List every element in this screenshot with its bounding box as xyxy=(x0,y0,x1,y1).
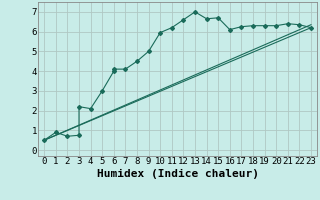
X-axis label: Humidex (Indice chaleur): Humidex (Indice chaleur) xyxy=(97,169,259,179)
